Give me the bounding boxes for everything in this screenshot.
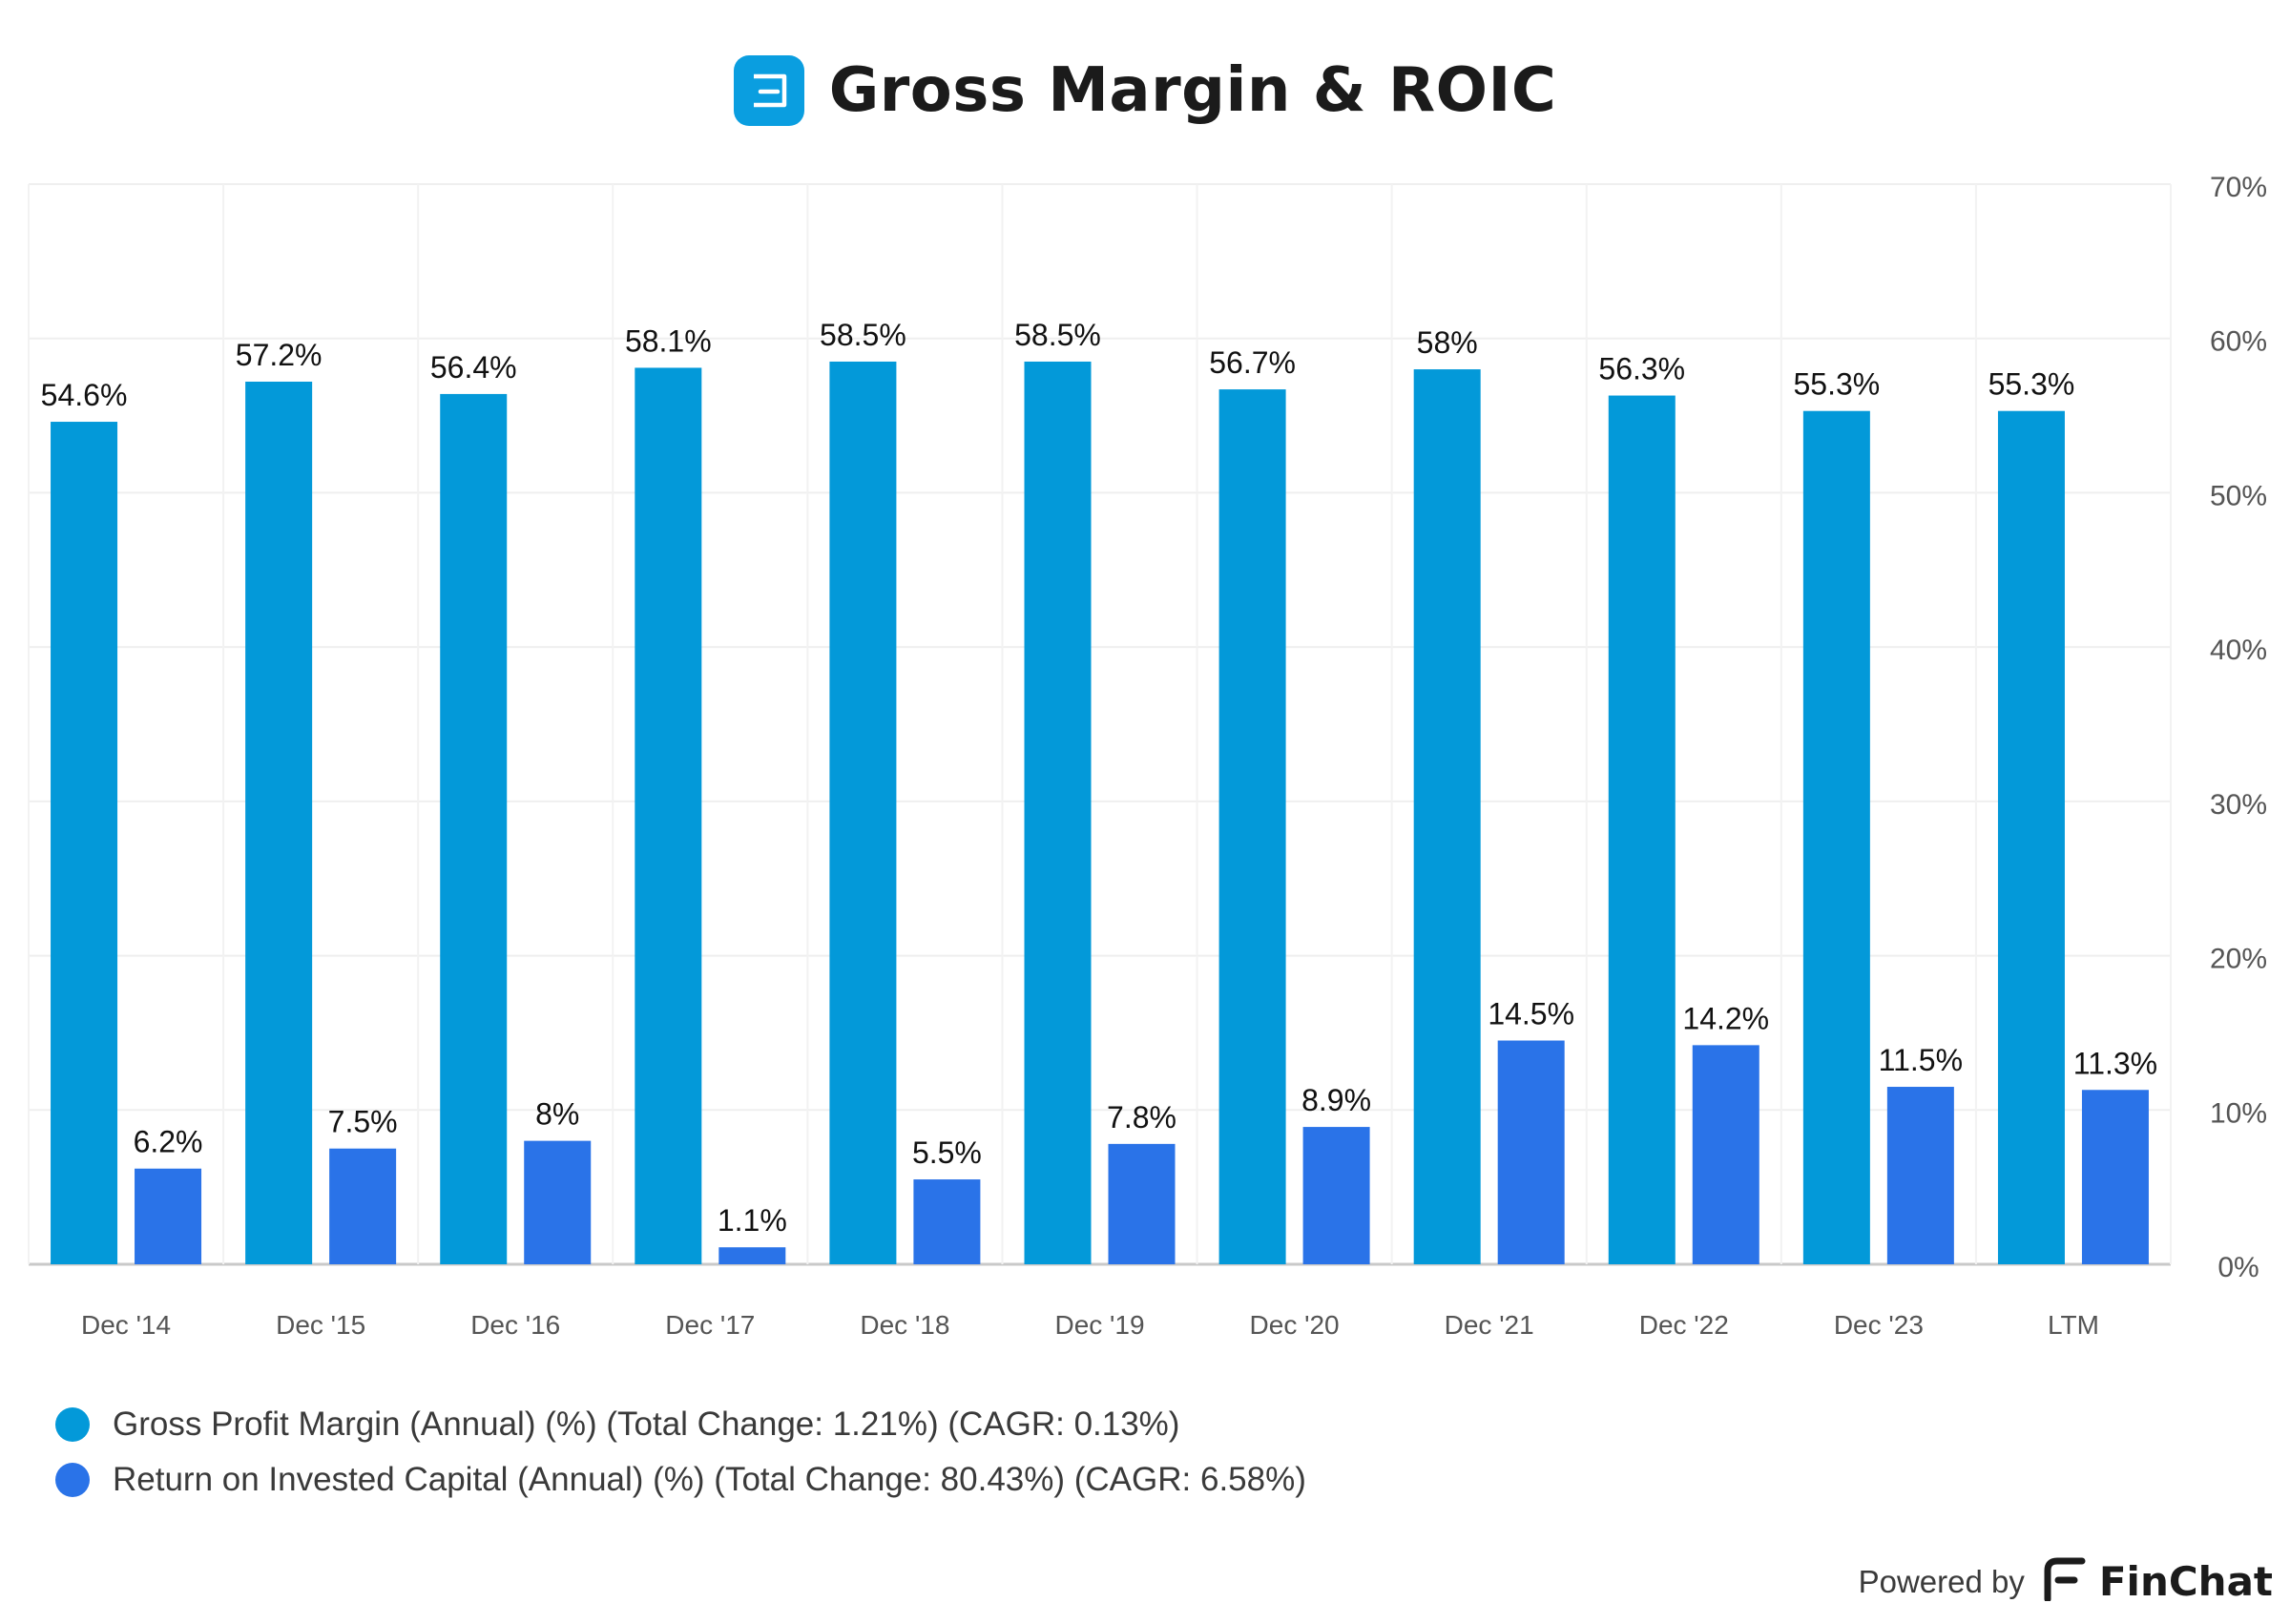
bar-gross-margin[interactable]: [1218, 389, 1286, 1265]
data-label: 58.1%: [625, 323, 712, 358]
data-label: 55.3%: [1793, 367, 1880, 402]
data-label: 56.3%: [1598, 352, 1685, 386]
chart-title: Gross Margin & ROIC: [828, 55, 1557, 126]
data-label: 54.6%: [41, 378, 128, 412]
bar-roic[interactable]: [135, 1168, 202, 1264]
data-label: 56.7%: [1209, 345, 1296, 380]
y-tick-label: 30%: [2210, 789, 2267, 821]
data-label: 11.3%: [2073, 1046, 2157, 1080]
legend-swatch: [55, 1407, 90, 1442]
data-label: 57.2%: [236, 338, 323, 372]
data-label: 7.8%: [1107, 1100, 1176, 1135]
y-tick-label: 0%: [2217, 1252, 2259, 1283]
y-tick-label: 50%: [2210, 480, 2267, 511]
x-tick-label: Dec '16: [470, 1310, 560, 1340]
bar-roic[interactable]: [524, 1140, 592, 1264]
bar-roic[interactable]: [1108, 1143, 1176, 1264]
data-label: 8%: [535, 1097, 579, 1132]
bar-roic[interactable]: [718, 1247, 786, 1264]
legend-item-gross-margin[interactable]: Gross Profit Margin (Annual) (%) (Total …: [55, 1397, 1306, 1452]
x-tick-label: LTM: [2048, 1310, 2099, 1340]
data-label: 11.5%: [1879, 1043, 1963, 1077]
bar-chart: 54.6% 6.2% 57.2% 7.5% 56.4% 8% 58.1% 1.1% 58.5% 5…: [28, 172, 2267, 1340]
legend-label: Return on Invested Capital (Annual) (%) …: [113, 1461, 1306, 1498]
x-tick-label: Dec '17: [665, 1310, 755, 1340]
data-label: 7.5%: [328, 1105, 398, 1139]
x-tick-label: Dec '14: [81, 1310, 171, 1340]
data-label: 5.5%: [912, 1135, 982, 1170]
bar-roic[interactable]: [1497, 1040, 1565, 1264]
y-tick-label: 20%: [2210, 944, 2267, 975]
finchat-logo-icon: [2044, 1557, 2086, 1606]
legend-label: Gross Profit Margin (Annual) (%) (Total …: [113, 1405, 1180, 1443]
bar-gross-margin[interactable]: [1608, 395, 1676, 1264]
data-label: 14.2%: [1682, 1001, 1769, 1035]
powered-by[interactable]: Powered by FinChat: [1859, 1557, 2273, 1606]
bar-gross-margin[interactable]: [245, 381, 313, 1265]
bar-gross-margin[interactable]: [440, 393, 508, 1265]
legend-item-roic[interactable]: Return on Invested Capital (Annual) (%) …: [55, 1452, 1306, 1508]
data-label: 56.4%: [430, 350, 517, 385]
data-label: 14.5%: [1488, 997, 1574, 1031]
axis-ticks: 0% 10% 20% 30% 40% 50% 60% 70% Dec '14 Dec '15 Dec…: [81, 172, 2267, 1340]
powered-by-label: Powered by: [1858, 1563, 2025, 1599]
x-tick-label: Dec '20: [1250, 1310, 1340, 1340]
bar-roic[interactable]: [329, 1148, 397, 1264]
finchat-brand: FinChat: [2098, 1558, 2273, 1605]
x-tick-label: Dec '19: [1054, 1310, 1144, 1340]
x-tick-label: Dec '21: [1445, 1310, 1534, 1340]
bar-gross-margin[interactable]: [635, 367, 702, 1264]
bar-gross-margin[interactable]: [1997, 410, 2065, 1265]
bar-series: [51, 361, 2149, 1265]
chart-legend: Gross Profit Margin (Annual) (%) (Total …: [55, 1397, 1306, 1508]
data-label: 1.1%: [718, 1203, 787, 1238]
x-tick-label: Dec '22: [1639, 1310, 1729, 1340]
bar-roic[interactable]: [1692, 1045, 1759, 1264]
x-tick-label: Dec '15: [276, 1310, 365, 1340]
data-label: 58.5%: [820, 318, 906, 352]
data-label: 55.3%: [1988, 367, 2075, 402]
x-tick-label: Dec '18: [860, 1310, 949, 1340]
x-tick-label: Dec '23: [1834, 1310, 1924, 1340]
data-label: 58%: [1417, 325, 1478, 360]
data-label: 8.9%: [1301, 1083, 1371, 1117]
bar-roic[interactable]: [2081, 1090, 2149, 1264]
y-tick-label: 70%: [2210, 172, 2267, 203]
data-labels: 54.6% 6.2% 57.2% 7.5% 56.4% 8% 58.1% 1.1% 58.5% 5…: [41, 318, 2157, 1238]
bar-gross-margin[interactable]: [829, 361, 897, 1264]
y-tick-label: 10%: [2210, 1097, 2267, 1129]
company-logo-icon: [733, 55, 804, 126]
bar-gross-margin[interactable]: [1413, 369, 1481, 1264]
bar-gross-margin[interactable]: [1024, 361, 1092, 1264]
y-tick-label: 60%: [2210, 326, 2267, 358]
y-tick-label: 40%: [2210, 635, 2267, 666]
legend-swatch: [55, 1463, 90, 1497]
bar-gross-margin[interactable]: [1802, 410, 1870, 1265]
data-label: 6.2%: [134, 1125, 203, 1159]
bar-roic[interactable]: [1886, 1087, 1954, 1264]
bar-roic[interactable]: [1302, 1127, 1370, 1264]
bar-gross-margin[interactable]: [51, 422, 118, 1264]
data-label: 58.5%: [1014, 318, 1101, 352]
chart-header: Gross Margin & ROIC: [0, 50, 2290, 132]
bar-roic[interactable]: [913, 1179, 981, 1264]
